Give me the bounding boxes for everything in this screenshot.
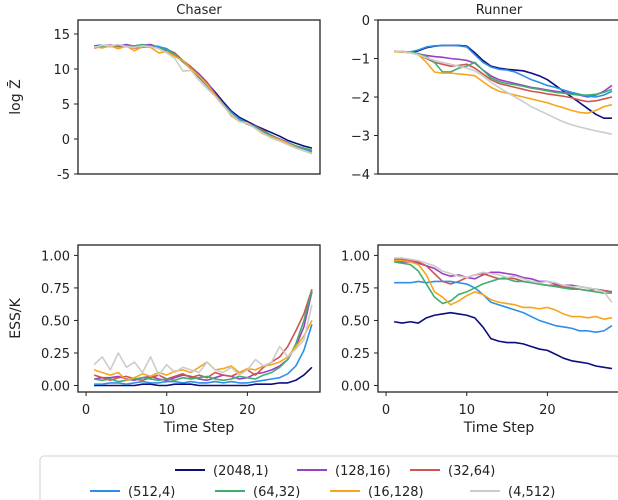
panel-title: Chaser: [176, 3, 222, 18]
legend-label: (64,32): [253, 485, 300, 500]
x-tick-label: 10: [158, 403, 175, 418]
y-tick-label: 0.00: [41, 379, 70, 394]
series-line-_4_512_: [394, 257, 613, 303]
series-line-_4_512_: [93, 304, 313, 376]
y-tick-label: 1.00: [41, 249, 70, 264]
y-tick-label: 0.25: [341, 347, 370, 362]
y-tick-label: 0: [362, 14, 370, 29]
series-line-_16_128_: [394, 259, 613, 320]
y-tick-label: 0.75: [341, 282, 370, 297]
y-tick-label: 0.50: [41, 314, 70, 329]
series-line-_2048_1_: [94, 44, 313, 149]
series-line-_4_512_: [93, 43, 313, 155]
legend-entry: (32,64): [410, 464, 495, 479]
panel-chaser-bottom: 0.00 0.25 0.50 0.75 1.00 0 10 20 Time Step ESS/K: [8, 244, 321, 436]
legend-label: (16,128): [368, 485, 424, 500]
plot-frame: [77, 244, 321, 393]
series-line-_512_4_: [94, 324, 313, 385]
plot-frame: [377, 244, 618, 393]
legend-label: (512,4): [128, 485, 175, 500]
x-axis-label: Time Step: [163, 420, 235, 436]
y-axis-label: log Z̄: [6, 79, 24, 114]
y-tick-label: −2: [351, 91, 370, 106]
series-group: [93, 288, 313, 387]
legend-frame: [39, 455, 618, 500]
panel-chaser-top: -5 0 5 10 15 Chaser log Z̄: [6, 3, 321, 183]
series-line-_16_128_: [93, 45, 313, 154]
series-line-_2048_1_: [394, 311, 613, 370]
legend-entry: (128,16): [297, 464, 391, 479]
y-tick-label: 0.00: [341, 379, 370, 394]
series-line-_2048_1_: [94, 366, 313, 387]
legend-entry: (512,4): [90, 485, 175, 500]
legend-entry: (16,128): [330, 485, 424, 500]
series-line-_4_512_: [394, 50, 613, 136]
plot-frame: [77, 19, 321, 175]
legend-label: (128,16): [335, 464, 391, 479]
y-tick-label: 0.50: [341, 314, 370, 329]
plot-frame: [377, 19, 618, 175]
series-line-_64_32_: [94, 43, 313, 151]
legend-label: (32,64): [448, 464, 495, 479]
x-tick-label: 20: [239, 403, 256, 418]
series-group: [394, 44, 613, 136]
panel-runner-top: −4 −3 −2 −1 0 Runner: [351, 3, 618, 183]
series-line-_512_4_: [394, 44, 613, 98]
series-line-_16_128_: [93, 320, 313, 382]
legend-entry: (4,512): [470, 485, 555, 500]
y-tick-label: −4: [351, 168, 370, 183]
x-tick-label: 20: [539, 403, 556, 418]
legend-label: (4,512): [508, 485, 555, 500]
legend-label: (2048,1): [213, 464, 269, 479]
legend-entry: (64,32): [215, 485, 300, 500]
x-tick-label: 10: [458, 403, 475, 418]
y-axis-label: ESS/K: [8, 297, 24, 338]
series-line-_128_16_: [94, 43, 313, 152]
y-tick-label: −3: [351, 130, 370, 145]
y-tick-label: 5: [62, 98, 70, 113]
x-tick-label: 0: [382, 403, 390, 418]
y-tick-label: 10: [53, 63, 70, 78]
series-group: [93, 43, 313, 155]
y-tick-label: 0.75: [41, 282, 70, 297]
y-tick-label: 1.00: [341, 249, 370, 264]
panel-title: Runner: [476, 3, 523, 18]
y-tick-label: 15: [53, 28, 70, 43]
series-line-_16_128_: [394, 50, 613, 114]
series-group: [394, 257, 613, 370]
series-line-_32_64_: [93, 45, 313, 152]
x-tick-label: 0: [82, 403, 90, 418]
panel-runner-bottom: 0.00 0.25 0.50 0.75 1.00 0 10 20 Time Step: [341, 244, 618, 436]
y-tick-label: 0.25: [41, 347, 70, 362]
y-tick-label: −1: [351, 53, 370, 68]
y-tick-label: -5: [57, 168, 70, 183]
legend-entry: (2048,1): [175, 464, 269, 479]
x-axis-label: Time Step: [463, 420, 535, 436]
series-line-_64_32_: [394, 261, 612, 305]
y-tick-label: 0: [62, 133, 70, 148]
